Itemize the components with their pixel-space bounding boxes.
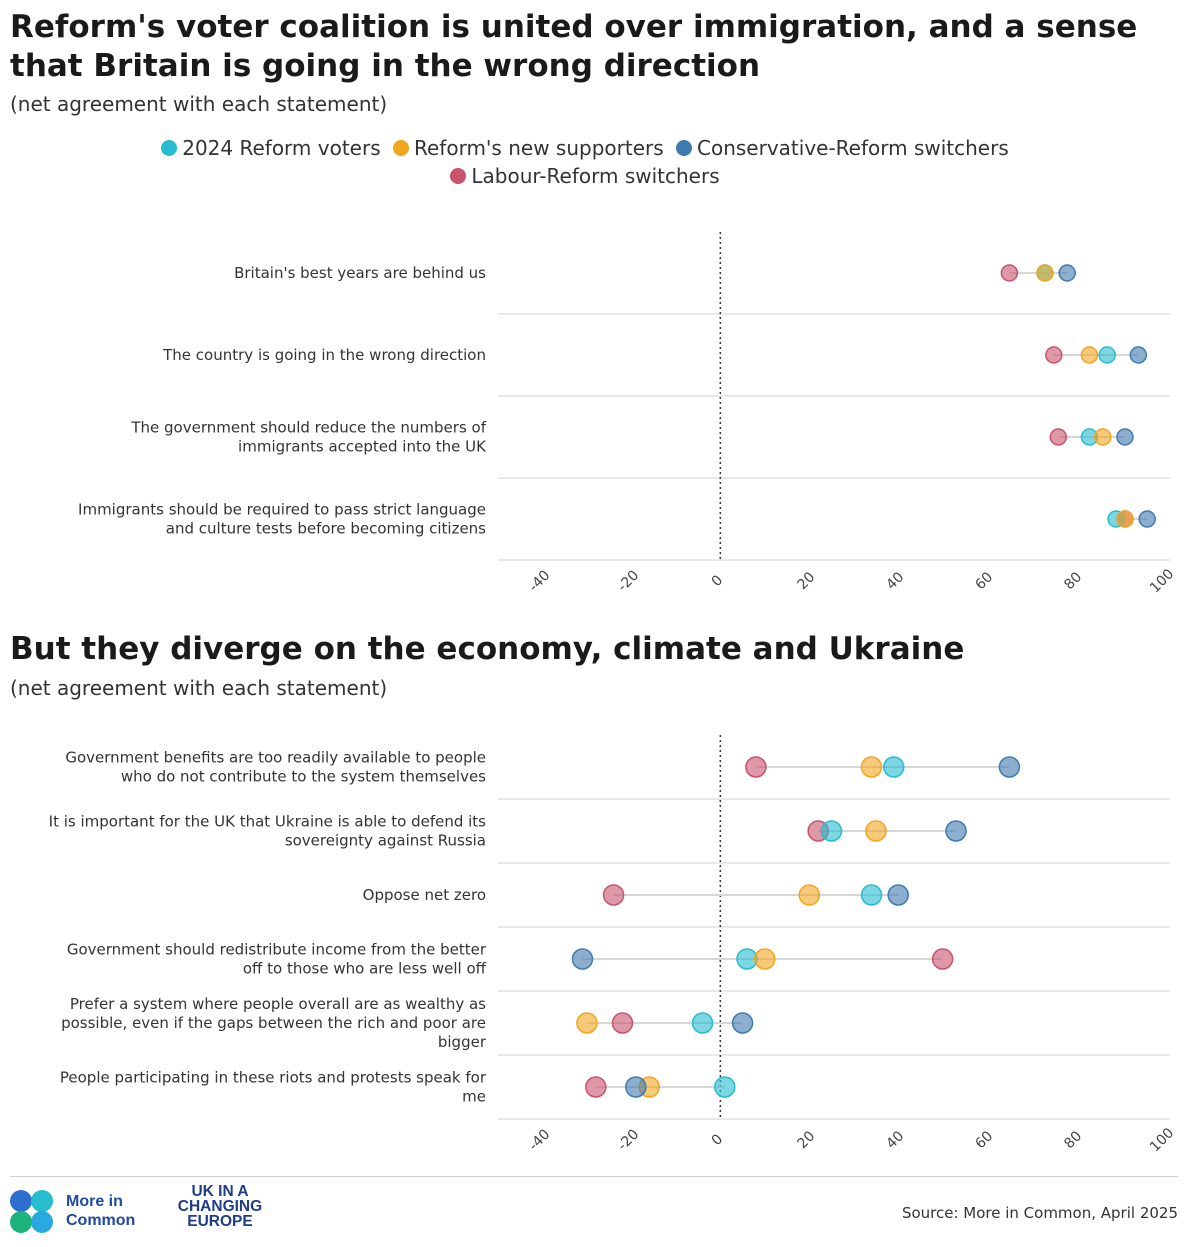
y-axis-label: The government should reduce the numbers… bbox=[130, 419, 487, 456]
y-axis-label: Prefer a system where people overall are… bbox=[61, 995, 487, 1051]
logo-circle-icon bbox=[10, 1190, 32, 1212]
data-point-conservative-reform-switchers bbox=[945, 820, 967, 842]
x-tick-label: 60 bbox=[972, 569, 996, 593]
y-axis-label: It is important for the UK that Ukraine … bbox=[49, 813, 487, 850]
data-point-2024-reform-voters bbox=[691, 1012, 714, 1034]
data-point-reform-s-new-supporters bbox=[1080, 346, 1099, 364]
data-point-2024-reform-voters bbox=[883, 756, 905, 778]
y-axis-label: Immigrants should be required to pass st… bbox=[78, 501, 486, 538]
top-chart-title: Reform's voter coalition is united over … bbox=[10, 9, 1138, 84]
bottom-chart-title: But they diverge on the economy, climate… bbox=[10, 631, 965, 667]
legend-dot-icon bbox=[450, 168, 467, 184]
x-tick-label: -40 bbox=[526, 567, 553, 594]
data-point-2024-reform-voters bbox=[1098, 346, 1116, 364]
legend-item-2024-reform-voters: 2024 Reform voters bbox=[161, 134, 381, 162]
x-tick-label: 0 bbox=[709, 572, 727, 590]
x-tick-label: 0 bbox=[709, 1131, 727, 1149]
legend-item-reform-new-supporters: Reform's new supporters bbox=[393, 134, 664, 162]
data-point-2024-reform-voters bbox=[714, 1076, 736, 1098]
y-axis-label: Government benefits are too readily avai… bbox=[65, 749, 486, 786]
logo-circle-icon bbox=[31, 1211, 53, 1233]
data-point-2024-reform-voters bbox=[736, 948, 758, 970]
legend-label: Reform's new supporters bbox=[414, 136, 664, 160]
data-point-conservative-reform-switchers bbox=[1129, 346, 1148, 364]
legend: 2024 Reform voters Reform's new supporte… bbox=[0, 134, 1170, 163]
x-tick-label: 60 bbox=[972, 1128, 996, 1152]
data-point-reform-s-new-supporters bbox=[1036, 264, 1054, 282]
data-point-reform-s-new-supporters bbox=[1116, 510, 1134, 528]
legend-dot-icon bbox=[393, 140, 409, 156]
top-chart-subtitle: (net agreement with each statement) bbox=[10, 92, 388, 116]
more-in-common-wordmark: More in Common bbox=[66, 1192, 135, 1230]
legend-label: Labour-Reform switchers bbox=[471, 164, 720, 188]
x-tick-label: 20 bbox=[794, 1128, 818, 1152]
x-tick-label: 40 bbox=[883, 1128, 907, 1152]
logo-circle-icon bbox=[31, 1190, 53, 1212]
y-axis-label: Oppose net zero bbox=[363, 886, 486, 904]
x-tick-label: 20 bbox=[794, 569, 818, 593]
logo-circle-icon bbox=[10, 1211, 32, 1233]
data-point-reform-s-new-supporters bbox=[865, 820, 887, 842]
legend-item-labour-reform-switchers: Labour-Reform switchers bbox=[450, 162, 720, 190]
logo-text-line: EUROPE bbox=[187, 1213, 253, 1230]
data-point-labour-reform-switchers bbox=[611, 1012, 634, 1034]
data-point-labour-reform-switchers bbox=[745, 756, 767, 778]
data-point-conservative-reform-switchers bbox=[998, 756, 1021, 778]
data-point-labour-reform-switchers bbox=[931, 948, 954, 970]
logo-text-line: Common bbox=[66, 1212, 136, 1229]
data-point-reform-s-new-supporters bbox=[754, 948, 776, 970]
data-point-conservative-reform-switchers bbox=[1138, 510, 1156, 528]
data-point-labour-reform-switchers bbox=[1045, 346, 1063, 364]
data-point-reform-s-new-supporters bbox=[576, 1012, 598, 1034]
legend-row-2: Labour-Reform switchers bbox=[0, 162, 1170, 191]
source-note: Source: More in Common, April 2025 bbox=[901, 1204, 1178, 1222]
logo-text-line: CHANGING bbox=[177, 1198, 263, 1215]
bottom-dot-chart: Government benefits are too readily avai… bbox=[49, 735, 1177, 1155]
bottom-chart-subtitle: (net agreement with each statement) bbox=[10, 676, 388, 700]
data-point-reform-s-new-supporters bbox=[860, 756, 883, 778]
data-point-reform-s-new-supporters bbox=[798, 884, 821, 906]
data-point-labour-reform-switchers bbox=[1000, 264, 1019, 282]
x-tick-label: 100 bbox=[1147, 566, 1177, 595]
x-tick-label: -40 bbox=[526, 1126, 553, 1153]
y-axis-label: The country is going in the wrong direct… bbox=[162, 346, 486, 364]
more-in-common-logo bbox=[10, 1190, 53, 1233]
data-point-conservative-reform-switchers bbox=[625, 1076, 647, 1098]
legend-item-conservative-reform-switchers: Conservative-Reform switchers bbox=[676, 134, 1009, 162]
legend-dot-icon bbox=[676, 140, 692, 156]
x-tick-label: -20 bbox=[615, 1126, 642, 1153]
data-point-conservative-reform-switchers bbox=[1116, 428, 1134, 446]
x-tick-label: 80 bbox=[1061, 569, 1085, 593]
x-tick-label: 40 bbox=[883, 569, 907, 593]
y-axis-label: People participating in these riots and … bbox=[60, 1069, 487, 1106]
x-tick-label: 80 bbox=[1061, 1128, 1085, 1152]
data-point-2024-reform-voters bbox=[860, 884, 883, 906]
data-point-labour-reform-switchers bbox=[602, 884, 625, 906]
logo-text-line: More in bbox=[66, 1193, 123, 1210]
logo-text-line: UK IN A bbox=[191, 1183, 249, 1200]
data-point-labour-reform-switchers bbox=[585, 1076, 607, 1098]
data-point-conservative-reform-switchers bbox=[1058, 264, 1076, 282]
x-tick-label: 100 bbox=[1147, 1125, 1177, 1155]
top-dot-chart: Britain's best years are behind us The co… bbox=[78, 232, 1177, 595]
data-point-conservative-reform-switchers bbox=[887, 884, 909, 906]
data-point-conservative-reform-switchers bbox=[571, 948, 594, 970]
uk-in-a-changing-europe-logo: UK IN A CHANGING EUROPE bbox=[166, 1183, 274, 1230]
legend-label: Conservative-Reform switchers bbox=[697, 136, 1009, 160]
footer-divider bbox=[10, 1176, 1178, 1177]
y-axis-label: Government should redistribute income fr… bbox=[67, 941, 487, 978]
data-point-conservative-reform-switchers bbox=[731, 1012, 754, 1034]
data-point-labour-reform-switchers bbox=[1049, 428, 1068, 446]
legend-label: 2024 Reform voters bbox=[182, 136, 381, 160]
legend-dot-icon bbox=[161, 140, 178, 156]
data-point-2024-reform-voters bbox=[820, 820, 843, 842]
x-tick-label: -20 bbox=[615, 567, 642, 594]
y-axis-label: Britain's best years are behind us bbox=[234, 264, 486, 282]
data-point-reform-s-new-supporters bbox=[1093, 428, 1112, 446]
